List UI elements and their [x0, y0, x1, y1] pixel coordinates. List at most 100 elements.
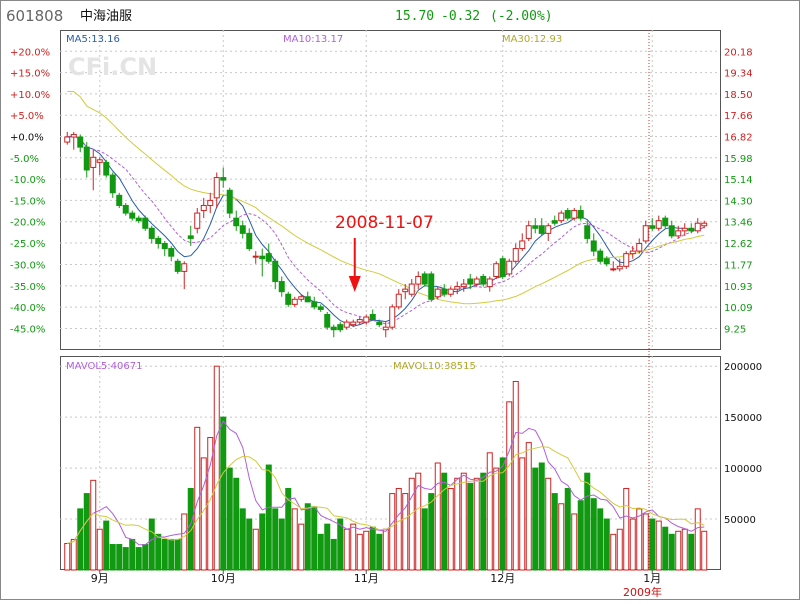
pct-tick-label: +0.0%: [10, 132, 44, 143]
stock-change: -0.32: [441, 9, 480, 24]
volume-tick-label: 50000: [724, 515, 756, 526]
candle-body: [532, 225, 539, 229]
candle-body: [688, 227, 695, 232]
volume-bar: [142, 544, 149, 571]
candle-body: [519, 240, 526, 250]
volume-bar: [129, 538, 136, 571]
candle-body: [103, 161, 110, 176]
candle-body: [122, 204, 129, 214]
volume-bar: [558, 503, 565, 571]
candle-body: [363, 316, 370, 323]
volume-bar: [532, 467, 539, 571]
ma5-line: [67, 135, 705, 327]
volume-bar: [434, 462, 441, 571]
price-tick-label: 19.34: [724, 69, 753, 80]
volume-tick-label: 100000: [724, 464, 762, 475]
candle-body: [681, 227, 688, 232]
month-label: 11月: [354, 572, 379, 585]
volume-bar: [402, 493, 409, 571]
candle-body: [233, 217, 240, 227]
candle-body: [525, 225, 532, 239]
volume-bar: [304, 503, 311, 571]
volume-bar: [597, 508, 604, 571]
price-tick-label: 11.77: [724, 261, 753, 272]
volume-bar: [577, 500, 584, 571]
candle-body: [447, 288, 454, 295]
candle-body: [304, 296, 311, 303]
volume-bar: [181, 513, 188, 571]
volume-bar: [512, 380, 519, 571]
candle-body: [213, 177, 220, 199]
volume-bar: [447, 487, 454, 571]
volume-bar: [148, 518, 155, 571]
candle-body: [174, 260, 181, 272]
pct-tick-label: -30.0%: [10, 261, 45, 272]
watermark: CFi.CN: [68, 53, 157, 81]
volume-bar: [694, 508, 701, 571]
volume-bar: [187, 487, 194, 571]
volume-bar: [590, 498, 597, 571]
volume-bar: [194, 426, 201, 571]
price-tick-label: 13.46: [724, 218, 753, 229]
volume-bar: [356, 533, 363, 571]
volume-bar: [415, 472, 422, 571]
candle-body: [467, 278, 474, 285]
candle-body: [428, 273, 435, 300]
volume-bar: [116, 544, 123, 571]
candle-body: [77, 136, 84, 148]
pct-tick-label: -15.0%: [10, 196, 45, 207]
stock-name: 中海油服: [80, 9, 132, 24]
stock-price: 15.70: [395, 9, 434, 24]
volume-bar: [174, 538, 181, 571]
x-axis: 9月 10月 11月 12月 1月: [91, 570, 661, 585]
volume-bar: [675, 530, 682, 571]
volume-bar: [122, 547, 129, 571]
price-tick-label: 18.50: [724, 90, 753, 101]
month-label: 10月: [211, 572, 236, 585]
volume-bar: [317, 533, 324, 571]
candle-body: [584, 225, 591, 239]
candle-body: [70, 133, 77, 138]
candle-body: [291, 298, 298, 305]
volume-tick-label: 200000: [724, 362, 762, 373]
candle-body: [265, 253, 272, 262]
volume-bar: [155, 533, 162, 571]
volume-bar: [64, 543, 71, 571]
pct-tick-label: +10.0%: [10, 90, 50, 101]
pct-tick-label: -20.0%: [10, 218, 45, 229]
candle-body: [207, 199, 214, 206]
volume-bar: [168, 538, 175, 571]
candles: [64, 131, 708, 338]
volume-bar: [525, 442, 532, 571]
candle-body: [408, 283, 415, 295]
candle-body: [571, 210, 578, 219]
candle-body: [395, 293, 402, 308]
candle-body: [311, 301, 318, 308]
candle-body: [642, 225, 649, 242]
volume-bar: [96, 528, 103, 571]
month-label: 1月: [643, 572, 661, 585]
candle-body: [499, 258, 506, 277]
pct-tick-label: -40.0%: [10, 303, 45, 314]
candle-body: [538, 225, 545, 234]
candle-body: [239, 225, 246, 234]
candle-body: [194, 212, 201, 229]
pct-tick-label: -45.0%: [10, 324, 45, 335]
candle-body: [252, 255, 259, 258]
volume-bar: [77, 508, 84, 571]
volume-bar: [161, 538, 168, 571]
candle-body: [83, 146, 90, 171]
volume-bar: [655, 520, 662, 571]
month-label: 9月: [91, 572, 109, 585]
candle-body: [558, 212, 565, 222]
price-tick-label: 14.30: [724, 196, 753, 207]
candle-body: [577, 210, 584, 219]
candle-body: [246, 232, 253, 250]
price-tick-label: 16.82: [724, 132, 753, 143]
candle-body: [545, 225, 552, 234]
price-axis: 20.18 19.34 18.50 17.66 16.82 15.98 15.14 14.30…: [724, 47, 753, 335]
price-tick-label: 17.66: [724, 111, 753, 122]
ma10-label: MA10:13.17: [283, 34, 343, 45]
volume-bar: [421, 508, 428, 571]
